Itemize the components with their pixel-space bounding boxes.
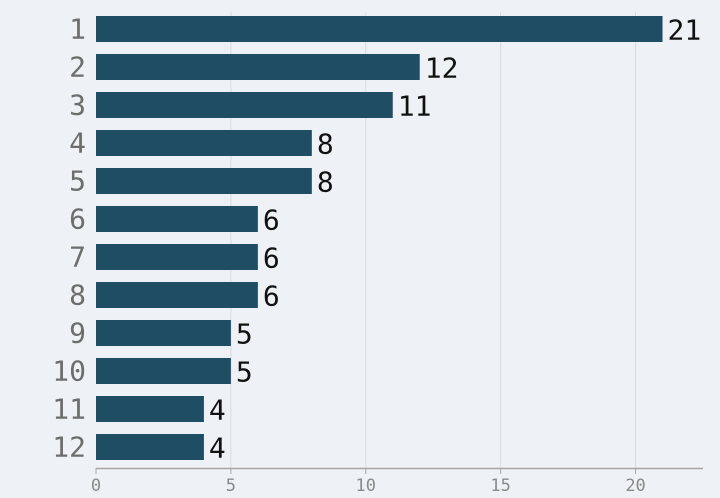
category-label-4: 4 xyxy=(69,127,86,160)
bar-7 xyxy=(96,244,258,270)
x-tick-label-10: 10 xyxy=(356,476,376,496)
category-label-8: 8 xyxy=(69,279,86,312)
value-label-12: 4 xyxy=(209,432,226,465)
bar-12 xyxy=(96,434,204,460)
category-label-1: 1 xyxy=(69,13,86,46)
category-label-7: 7 xyxy=(69,241,86,274)
value-label-5: 8 xyxy=(317,166,334,199)
x-axis: 0 5 10 15 20 xyxy=(91,467,703,496)
value-label-8: 6 xyxy=(263,280,280,313)
bar-2 xyxy=(96,54,420,80)
value-label-6: 6 xyxy=(263,204,280,237)
value-label-1: 21 xyxy=(668,14,702,47)
bar-10 xyxy=(96,358,231,384)
grid-lines xyxy=(230,12,637,468)
value-label-7: 6 xyxy=(263,242,280,275)
x-tick-label-5: 5 xyxy=(226,476,236,496)
bar-11 xyxy=(96,396,204,422)
bar-1 xyxy=(96,16,663,42)
value-label-9: 5 xyxy=(236,318,253,351)
value-label-4: 8 xyxy=(317,128,334,161)
bar-8 xyxy=(96,282,258,308)
bar-9 xyxy=(96,320,231,346)
category-label-3: 3 xyxy=(69,89,86,122)
value-label-2: 12 xyxy=(425,52,459,85)
bar-4 xyxy=(96,130,312,156)
category-label-5: 5 xyxy=(69,165,86,198)
category-label-9: 9 xyxy=(69,317,86,350)
category-label-2: 2 xyxy=(69,51,86,84)
bar-3 xyxy=(96,92,393,118)
value-label-3: 11 xyxy=(398,90,432,123)
value-label-11: 4 xyxy=(209,394,226,427)
bar-6 xyxy=(96,206,258,232)
category-label-6: 6 xyxy=(69,203,86,236)
category-label-11: 11 xyxy=(52,393,86,426)
category-label-10: 10 xyxy=(52,355,86,388)
bar-5 xyxy=(96,168,312,194)
value-label-10: 5 xyxy=(236,356,253,389)
bars xyxy=(96,16,663,460)
x-tick-label-0: 0 xyxy=(91,476,101,496)
x-tick-label-15: 15 xyxy=(490,476,510,496)
x-tick-label-20: 20 xyxy=(625,476,645,496)
category-label-12: 12 xyxy=(52,431,86,464)
